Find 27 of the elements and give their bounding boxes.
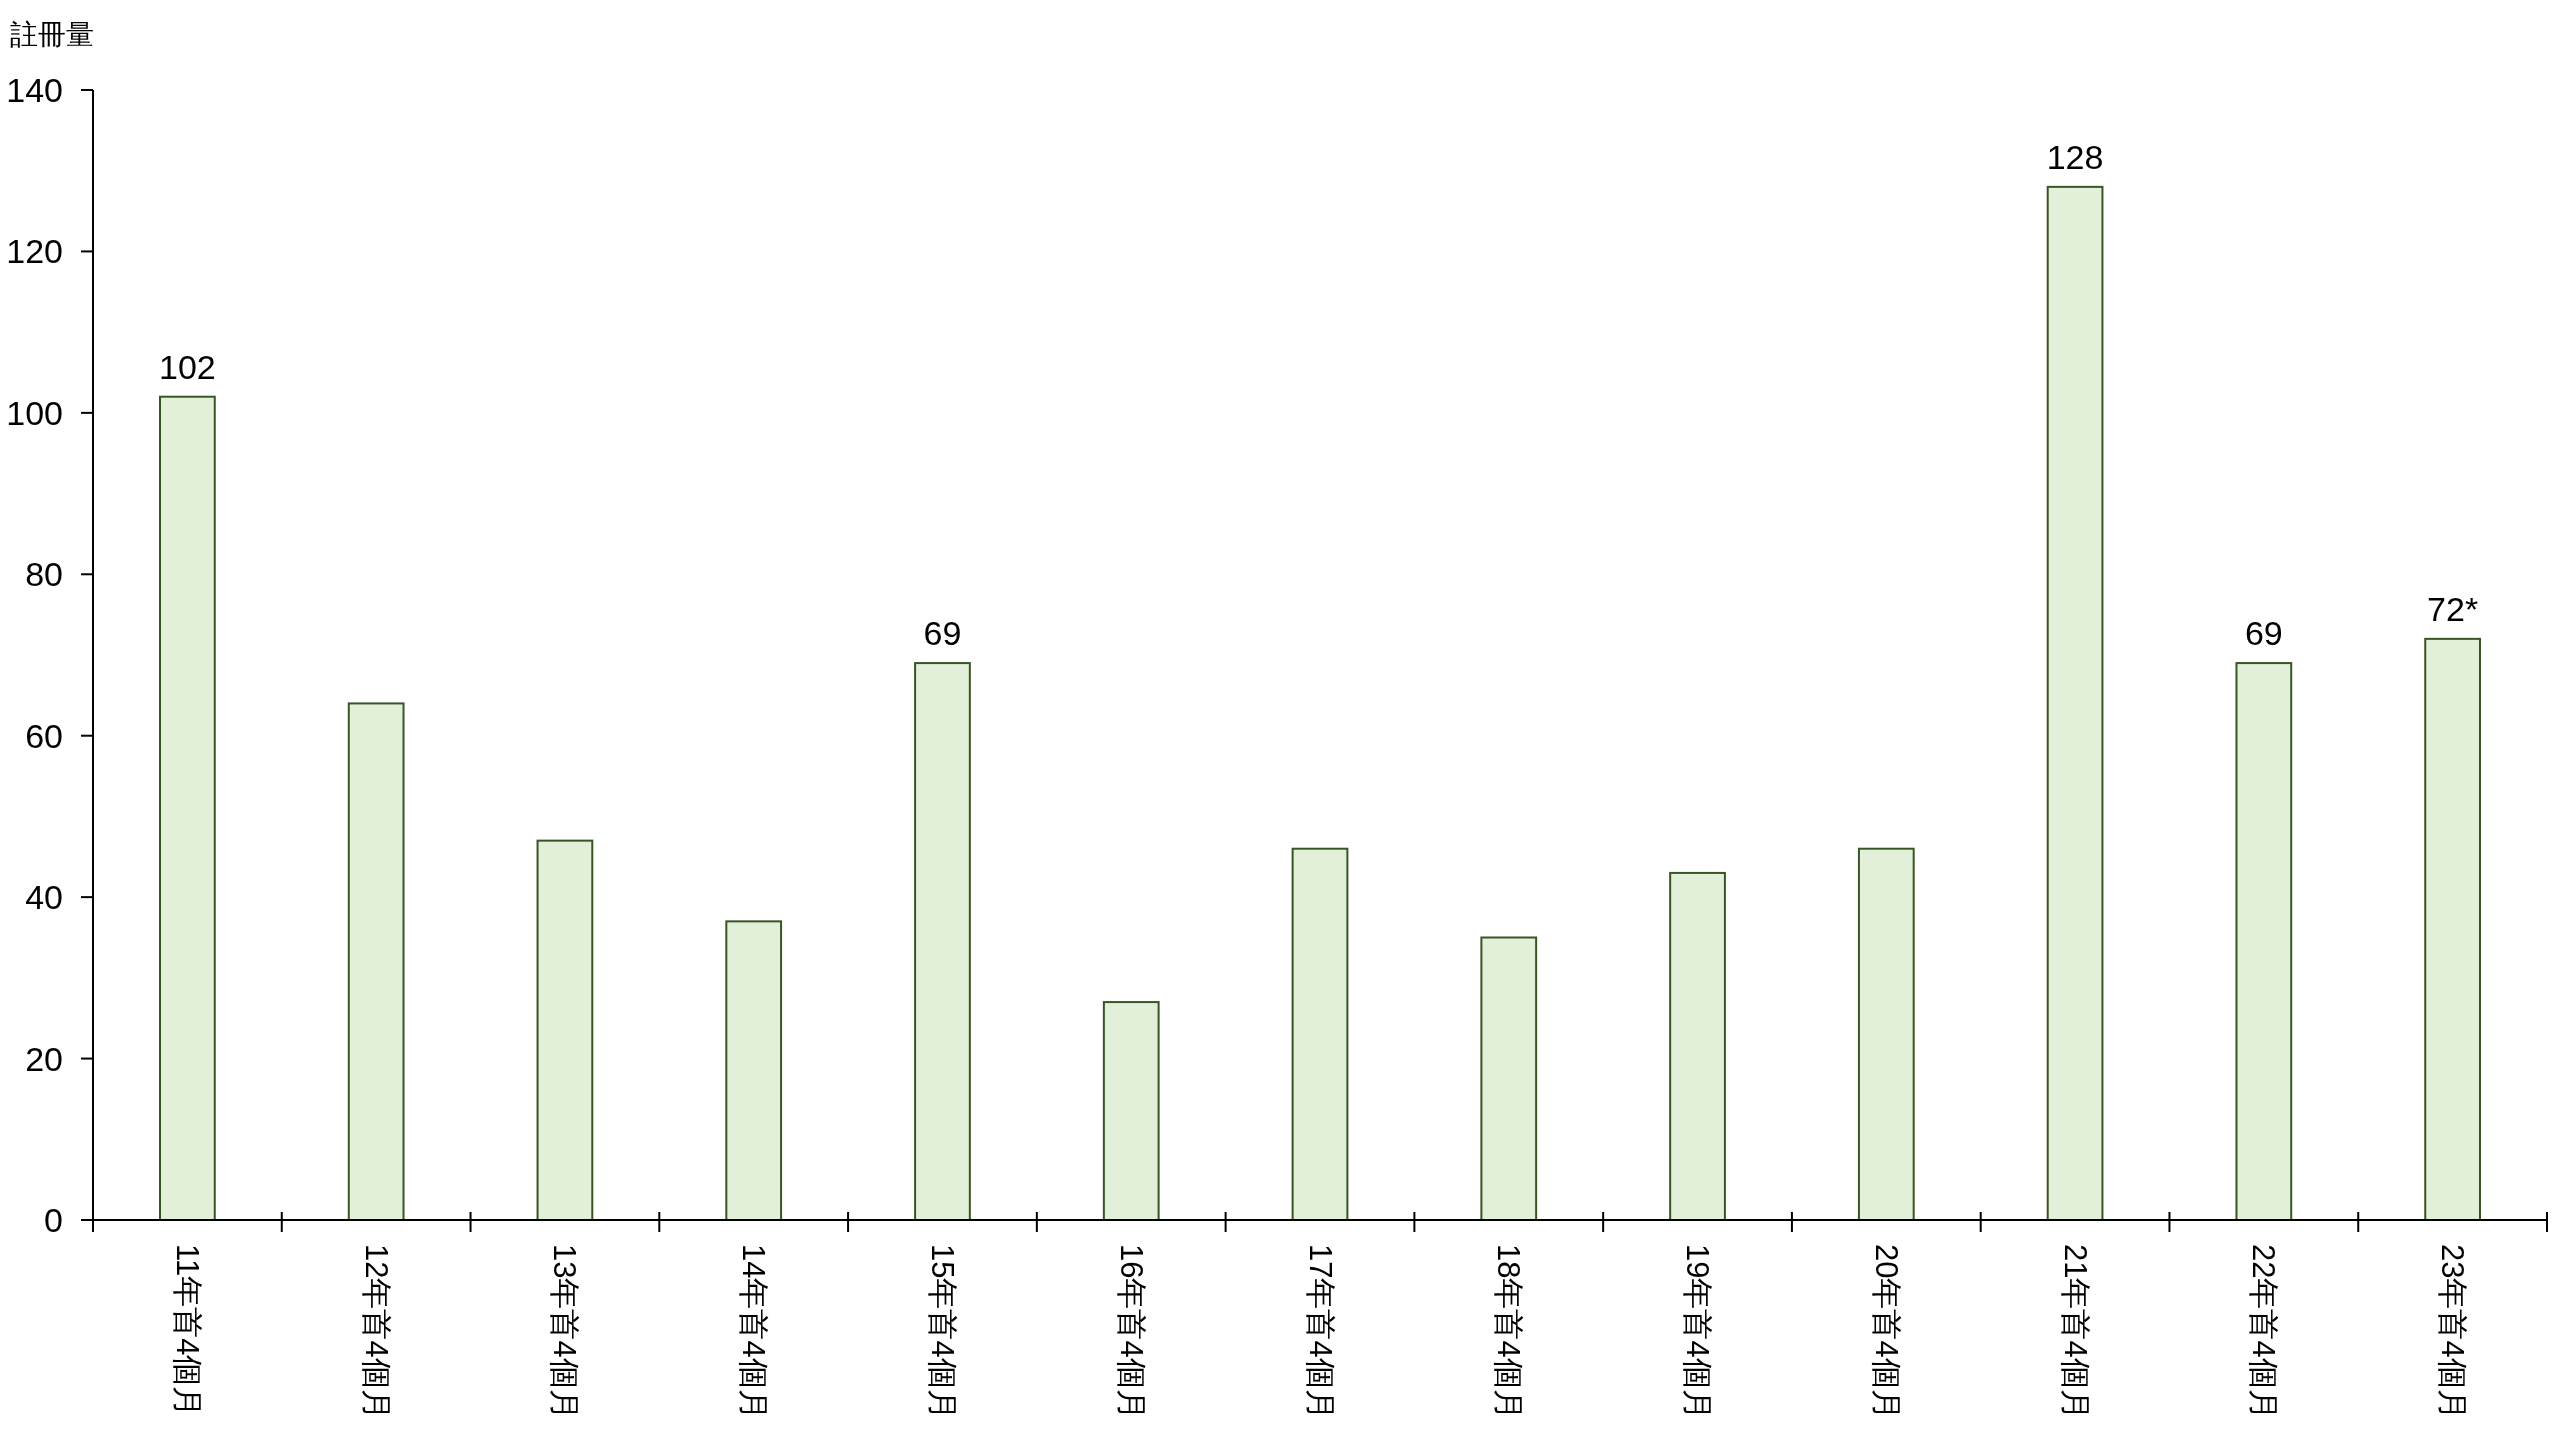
x-tick-label: 13年首4個月 (547, 1244, 583, 1420)
y-tick-label: 40 (25, 878, 63, 917)
y-tick-label: 140 (6, 71, 63, 109)
x-tick-label: 15年首4個月 (924, 1244, 960, 1420)
x-tick-label: 11年首4個月 (169, 1244, 205, 1418)
value-label: 69 (923, 614, 962, 653)
x-tick-label: 23年首4個月 (2435, 1244, 2471, 1420)
x-tick-label: 19年首4個月 (1680, 1244, 1716, 1420)
value-label: 128 (2046, 137, 2104, 176)
y-tick-label: 60 (25, 716, 63, 755)
x-tick-label: 22年首4個月 (2246, 1244, 2282, 1420)
x-tick-label: 20年首4個月 (1868, 1244, 1904, 1420)
y-tick-label: 80 (25, 555, 63, 594)
value-label: 69 (2244, 614, 2283, 653)
x-tick-label: 14年首4個月 (736, 1244, 772, 1420)
y-tick-label: 120 (6, 232, 63, 271)
y-axis-title: 註冊量 (10, 18, 94, 50)
x-tick-label: 16年首4個月 (1113, 1244, 1149, 1420)
value-label: 72* (2427, 589, 2479, 628)
x-tick-label: 21年首4個月 (2057, 1244, 2093, 1420)
value-label: 102 (159, 347, 216, 386)
x-tick-label: 17年首4個月 (1302, 1244, 1338, 1420)
y-tick-label: 100 (6, 393, 63, 432)
y-tick-label: 0 (44, 1201, 63, 1239)
y-tick-label: 20 (25, 1039, 63, 1078)
x-tick-label: 18年首4個月 (1491, 1244, 1527, 1420)
x-tick-label: 12年首4個月 (358, 1244, 394, 1420)
